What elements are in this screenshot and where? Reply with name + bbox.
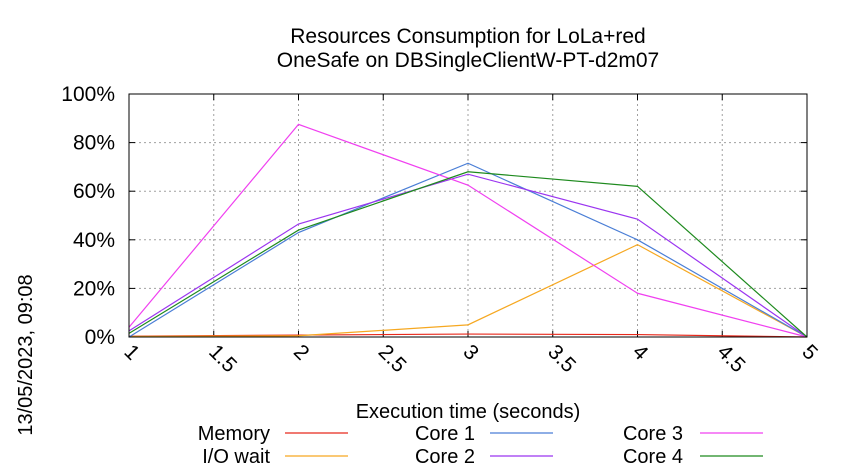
series-line-core-3 (128, 123, 808, 338)
y-tick-label: 20% (73, 277, 115, 300)
chart-title-line-2: OneSafe on DBSingleClientW-PT-d2m07 (277, 49, 659, 72)
series-line-core-2 (128, 173, 808, 338)
y-tick-label: 100% (61, 83, 115, 106)
chart-title-line-1: Resources Consumption for LoLa+red (290, 25, 645, 48)
x-axis-ticks: 1 1.5 2 2.5 3 3.5 4 4.5 5 (119, 94, 822, 377)
series-line-i-o-wait (128, 243, 808, 338)
x-tick-label: 1 (119, 340, 144, 365)
legend-label: Core 3 (623, 423, 683, 445)
x-tick-label: 2.5 (374, 340, 411, 377)
series-line-core-4 (128, 171, 808, 338)
y-axis-ticks: 0% 20% 40% 60% 80% 100% (61, 83, 807, 349)
legend-label: I/O wait (202, 446, 270, 468)
legend-label: Core 2 (415, 446, 475, 468)
legend-label: Core 4 (623, 446, 683, 468)
x-tick-label: 3 (458, 340, 483, 365)
y-tick-label: 60% (73, 180, 115, 203)
legend-label: Memory (198, 423, 270, 445)
x-tick-label: 2 (289, 340, 314, 365)
x-tick-label: 5 (797, 340, 822, 365)
x-axis-label: Execution time (seconds) (356, 401, 581, 423)
timestamp-stamp: 13/05/2023, 09:08 (15, 274, 37, 435)
y-tick-label: 80% (73, 132, 115, 155)
y-tick-label: 0% (85, 326, 115, 349)
plot-frame (128, 93, 808, 338)
x-tick-label: 1.5 (204, 340, 241, 377)
y-tick-label: 40% (73, 229, 115, 252)
x-tick-label: 4 (628, 340, 653, 365)
x-tick-label: 4.5 (713, 340, 750, 377)
series-lines (128, 123, 808, 338)
x-tick-label: 3.5 (543, 340, 580, 377)
legend-label: Core 1 (415, 423, 475, 445)
grid (129, 94, 807, 337)
series-line-core-1 (128, 162, 808, 338)
